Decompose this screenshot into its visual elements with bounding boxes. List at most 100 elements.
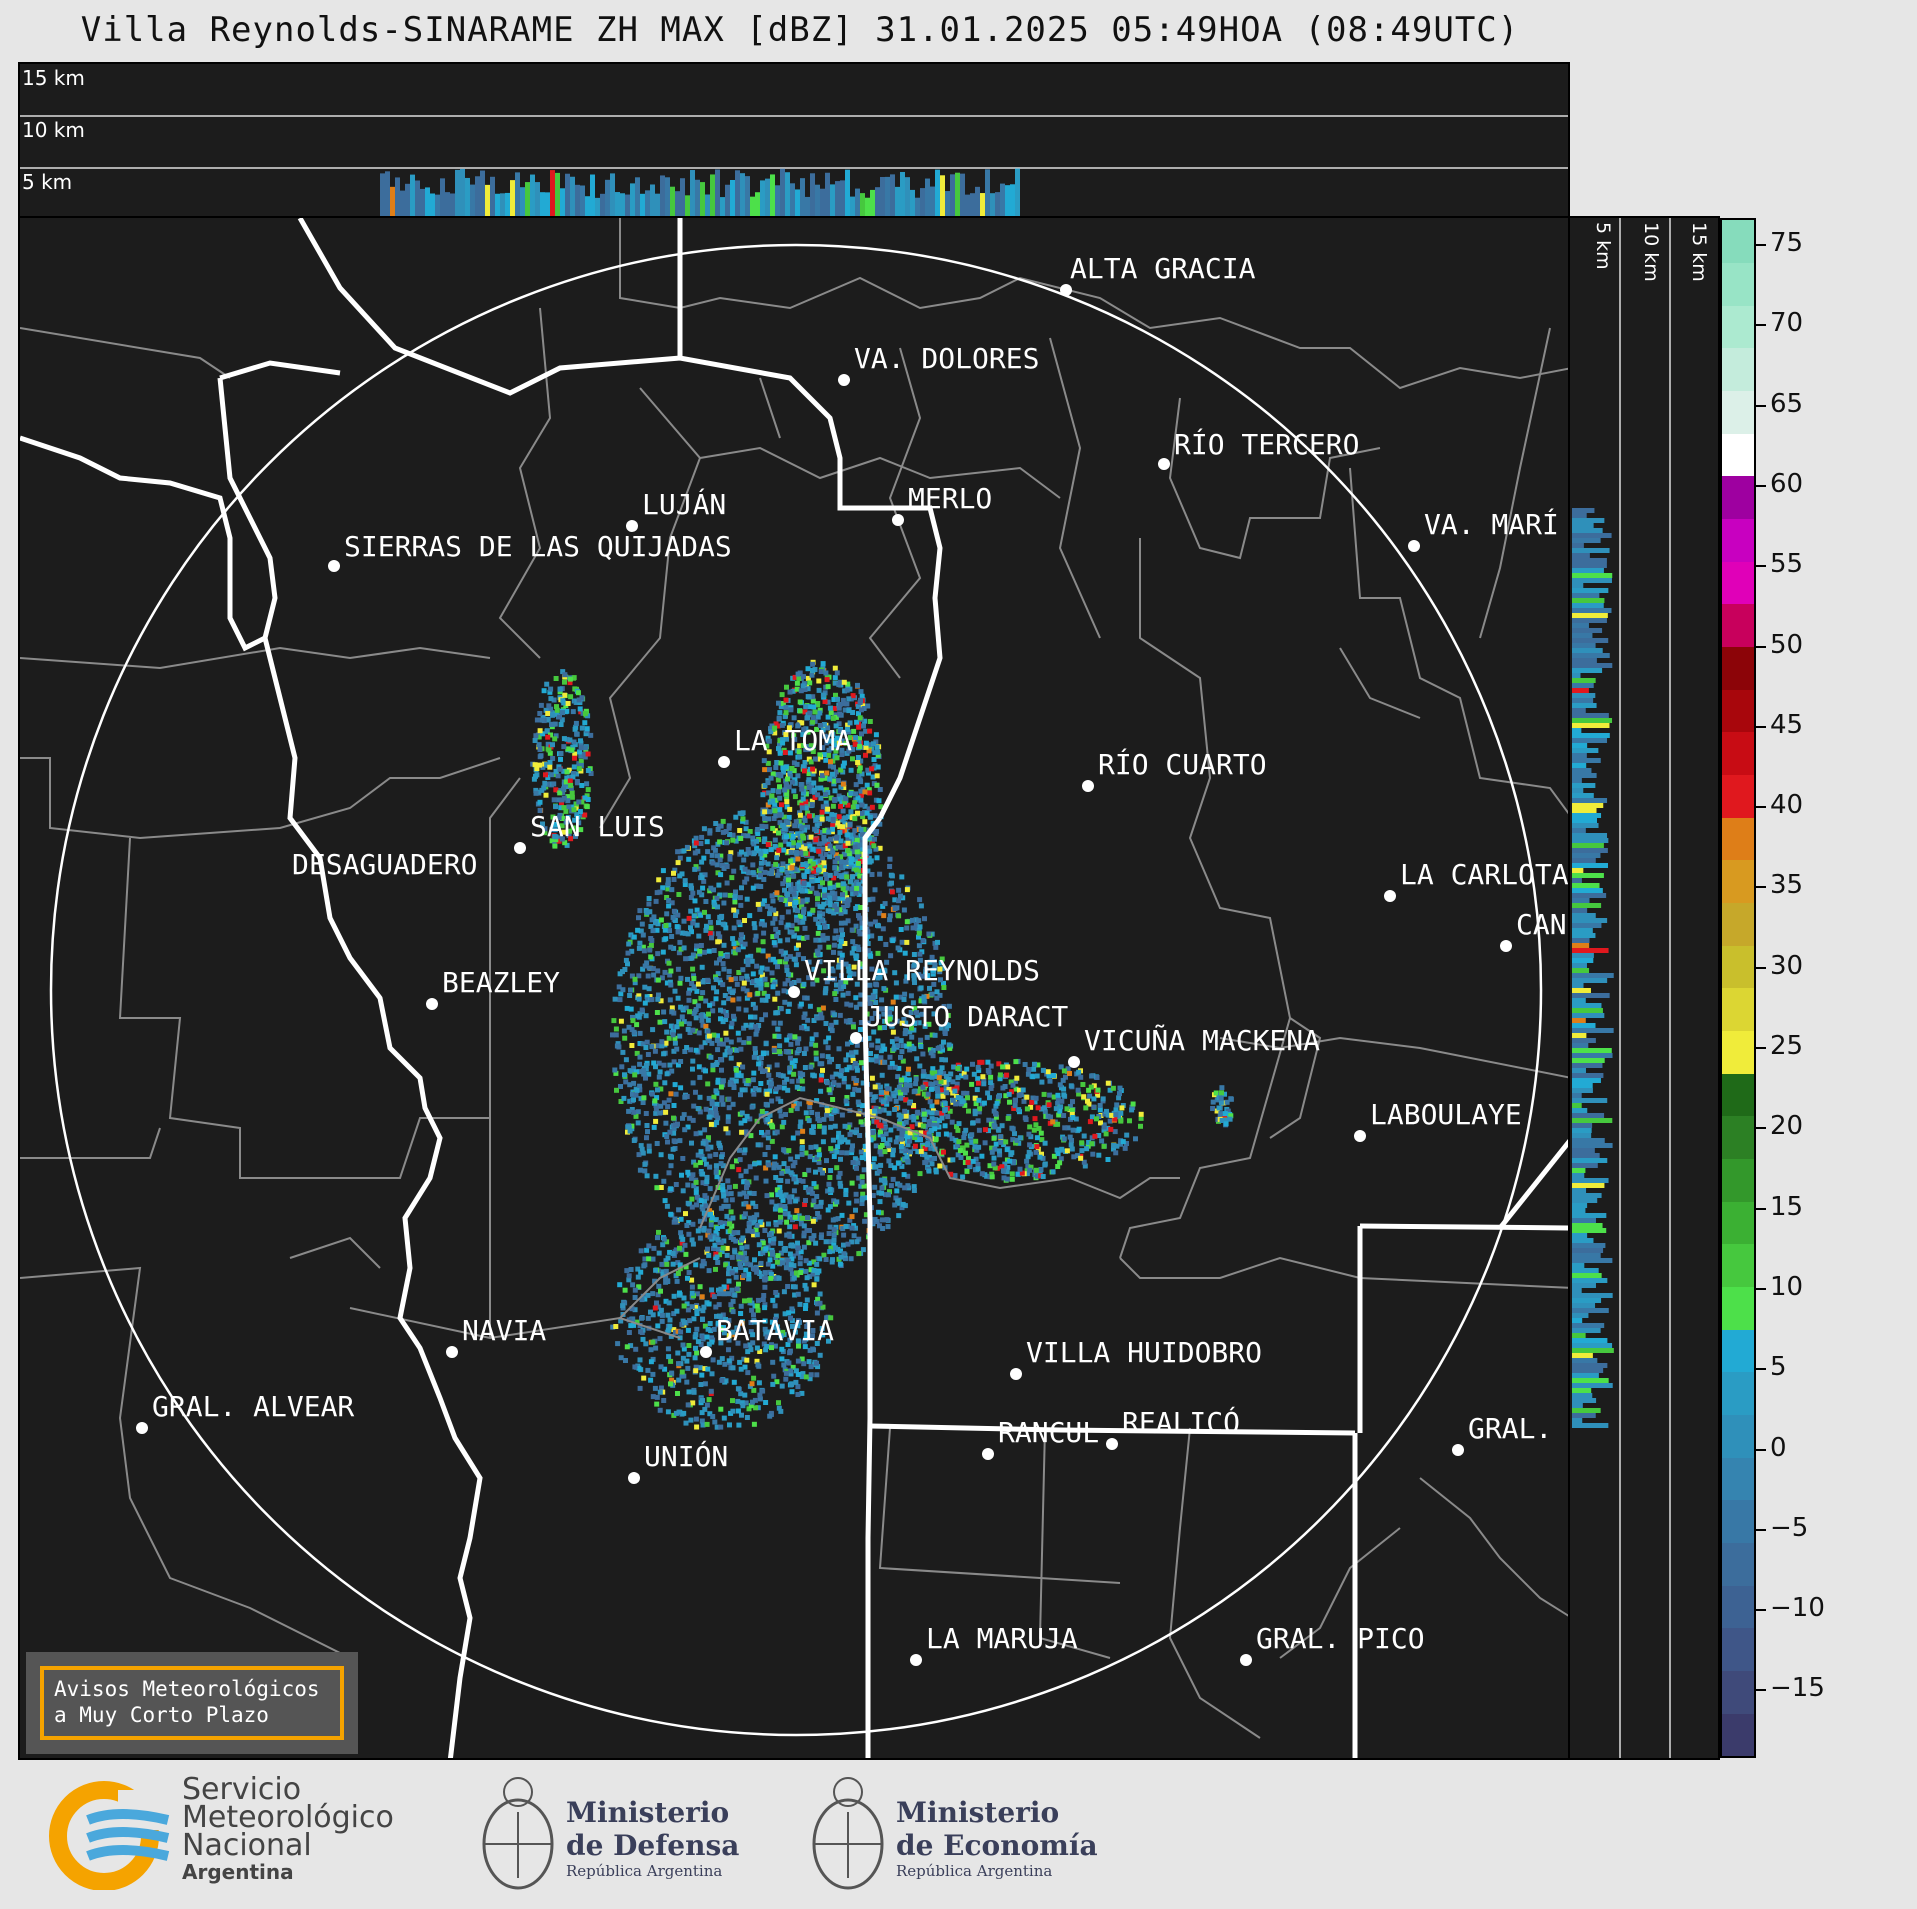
department-borders [20,218,1568,1739]
echo-band [1572,508,1614,1428]
altitude-label: 15 km [1688,222,1710,282]
colorbar-tick [1756,1207,1766,1210]
colorbar-tick-label: 65 [1770,388,1804,419]
city-san-luis[interactable]: SAN LUIS [514,810,665,854]
altitude-label: 5 km [22,170,73,194]
defensa-line-2: de Defensa [566,1829,740,1862]
defensa-line-3: República Argentina [566,1862,723,1880]
city-rio-tercero[interactable]: RÍO TERCERO [1158,428,1359,470]
smn-line-2: Meteorológico [182,1800,394,1835]
smn-emblem-icon [49,1781,178,1890]
top-cross-section: 15 km 10 km 5 km [18,62,1570,218]
colorbar-tick [1756,404,1766,407]
coat-of-arms-icon [482,1777,554,1890]
city-gral-alvear[interactable]: GRAL. ALVEAR [136,1390,354,1434]
echo-band [380,168,1020,216]
colorbar-tick-label: 15 [1770,1191,1804,1222]
top-cross-section-graphic [20,115,1568,216]
radar-map[interactable]: ALTA GRACIA VA. DOLORES RÍO TERCERO LUJÁ… [18,216,1570,1760]
dbz-colorbar [1720,218,1756,1758]
colorbar-tick [1756,484,1766,487]
range-ring [49,243,1543,1737]
colorbar-tick [1756,565,1766,568]
altitude-label: 5 km [1592,222,1614,270]
city-rancul[interactable]: RANCUL [982,1416,1099,1460]
colorbar-tick-label: 40 [1770,790,1804,821]
warning-line-2: a Muy Corto Plazo [54,1703,269,1727]
city-gral[interactable]: GRAL. [1452,1412,1552,1456]
colorbar-tick-label: −10 [1770,1593,1825,1624]
altitude-label: 15 km [22,66,85,90]
city-laboulaye[interactable]: LABOULAYE [1354,1098,1522,1142]
colorbar-tick-label: 0 [1770,1432,1787,1463]
city-villa-reynolds[interactable]: VILLA REYNOLDS [788,954,1040,998]
city-la-maruja[interactable]: LA MARUJA [910,1622,1078,1666]
colorbar-tick [1756,244,1766,246]
city-merlo[interactable]: MERLO [892,482,992,526]
colorbar-tick-label: 10 [1770,1271,1804,1302]
economia-line-3: República Argentina [896,1862,1053,1880]
smn-line-4: Argentina [182,1860,294,1884]
colorbar-tick [1756,1047,1766,1049]
city-rio-cuarto[interactable]: RÍO CUARTO [1082,748,1267,792]
city-villa-huidobro[interactable]: VILLA HUIDOBRO [1010,1336,1262,1380]
city-va-maria[interactable]: VA. MARÍ [1408,508,1559,552]
colorbar-tick-label: 35 [1770,870,1804,901]
smn-line-3: Nacional [182,1828,312,1863]
city-la-carlota[interactable]: LA CARLOTA [1384,858,1568,902]
province-borders [20,218,1568,1758]
city-realico[interactable]: REALICÓ [1106,1406,1240,1450]
smn-line-1: Servicio [182,1772,302,1807]
city-navia[interactable]: NAVIA [446,1314,546,1358]
warning-badge[interactable]: Avisos Meteorológicos a Muy Corto Plazo [26,1652,358,1754]
colorbar-tick [1756,725,1766,728]
colorbar-tick [1756,1448,1766,1451]
colorbar-tick [1756,1609,1766,1612]
colorbar-tick [1756,806,1766,809]
colorbar-tick-label: −5 [1770,1512,1809,1543]
colorbar-tick [1756,966,1766,969]
altitude-label: 10 km [22,118,85,142]
city-can[interactable]: CAN [1500,908,1567,952]
city-vicuna-mackena[interactable]: VICUÑA MACKENA [1068,1024,1320,1068]
colorbar-tick-label: 70 [1770,308,1804,339]
colorbar-tick-label: 45 [1770,709,1804,740]
city-la-toma[interactable]: LA TOMA [718,724,852,768]
colorbar-tick-label: 75 [1770,228,1804,258]
economia-line-2: de Economía [896,1829,1098,1862]
colorbar-tick-label: 55 [1770,549,1804,580]
radar-echoes [530,659,1234,1430]
colorbar-tick [1756,1127,1766,1130]
colorbar-tick-label: 50 [1770,629,1804,660]
warning-line-1: Avisos Meteorológicos [54,1677,320,1701]
colorbar-tick-label: 5 [1770,1352,1787,1383]
economia-line-1: Ministerio [896,1796,1060,1829]
city-justo-daract[interactable]: JUSTO DARACT [850,1000,1068,1044]
colorbar-tick [1756,1287,1766,1290]
colorbar-tick [1756,1689,1766,1692]
city-alta-gracia[interactable]: ALTA GRACIA [1060,252,1255,296]
city-sierras-de-las-quijadas[interactable]: SIERRAS DE LAS QUIJADAS [328,530,732,572]
city-beazley[interactable]: BEAZLEY [426,966,560,1010]
city-lujan[interactable]: LUJÁN [626,488,726,532]
colorbar-tick-label: 60 [1770,468,1804,499]
colorbar-tick-label: 20 [1770,1111,1804,1142]
city-union[interactable]: UNIÓN [628,1440,728,1484]
colorbar-tick [1756,645,1766,648]
side-cross-section-graphic [1572,218,1671,1758]
coat-of-arms-icon [812,1777,884,1890]
map-graphic [20,218,1568,1758]
city-va-dolores[interactable]: VA. DOLORES [838,342,1039,386]
colorbar-tick-label: −15 [1770,1673,1825,1704]
colorbar-tick [1756,324,1766,327]
colorbar-tick [1756,1528,1766,1531]
city-batavia[interactable]: BATAVIA [700,1314,834,1358]
city-gral-pico[interactable]: GRAL. PICO [1240,1622,1425,1666]
page-title: Villa Reynolds-SINARAME ZH MAX [dBZ] 31.… [80,10,1520,50]
side-cross-section: 5 km 10 km 15 km [1568,216,1720,1760]
colorbar-tick [1756,886,1766,889]
city-desaguadero[interactable]: DESAGUADERO [292,848,478,881]
defensa-line-1: Ministerio [566,1796,730,1829]
colorbar-tick-label: 30 [1770,950,1804,981]
colorbar-tick-label: 25 [1770,1031,1804,1061]
